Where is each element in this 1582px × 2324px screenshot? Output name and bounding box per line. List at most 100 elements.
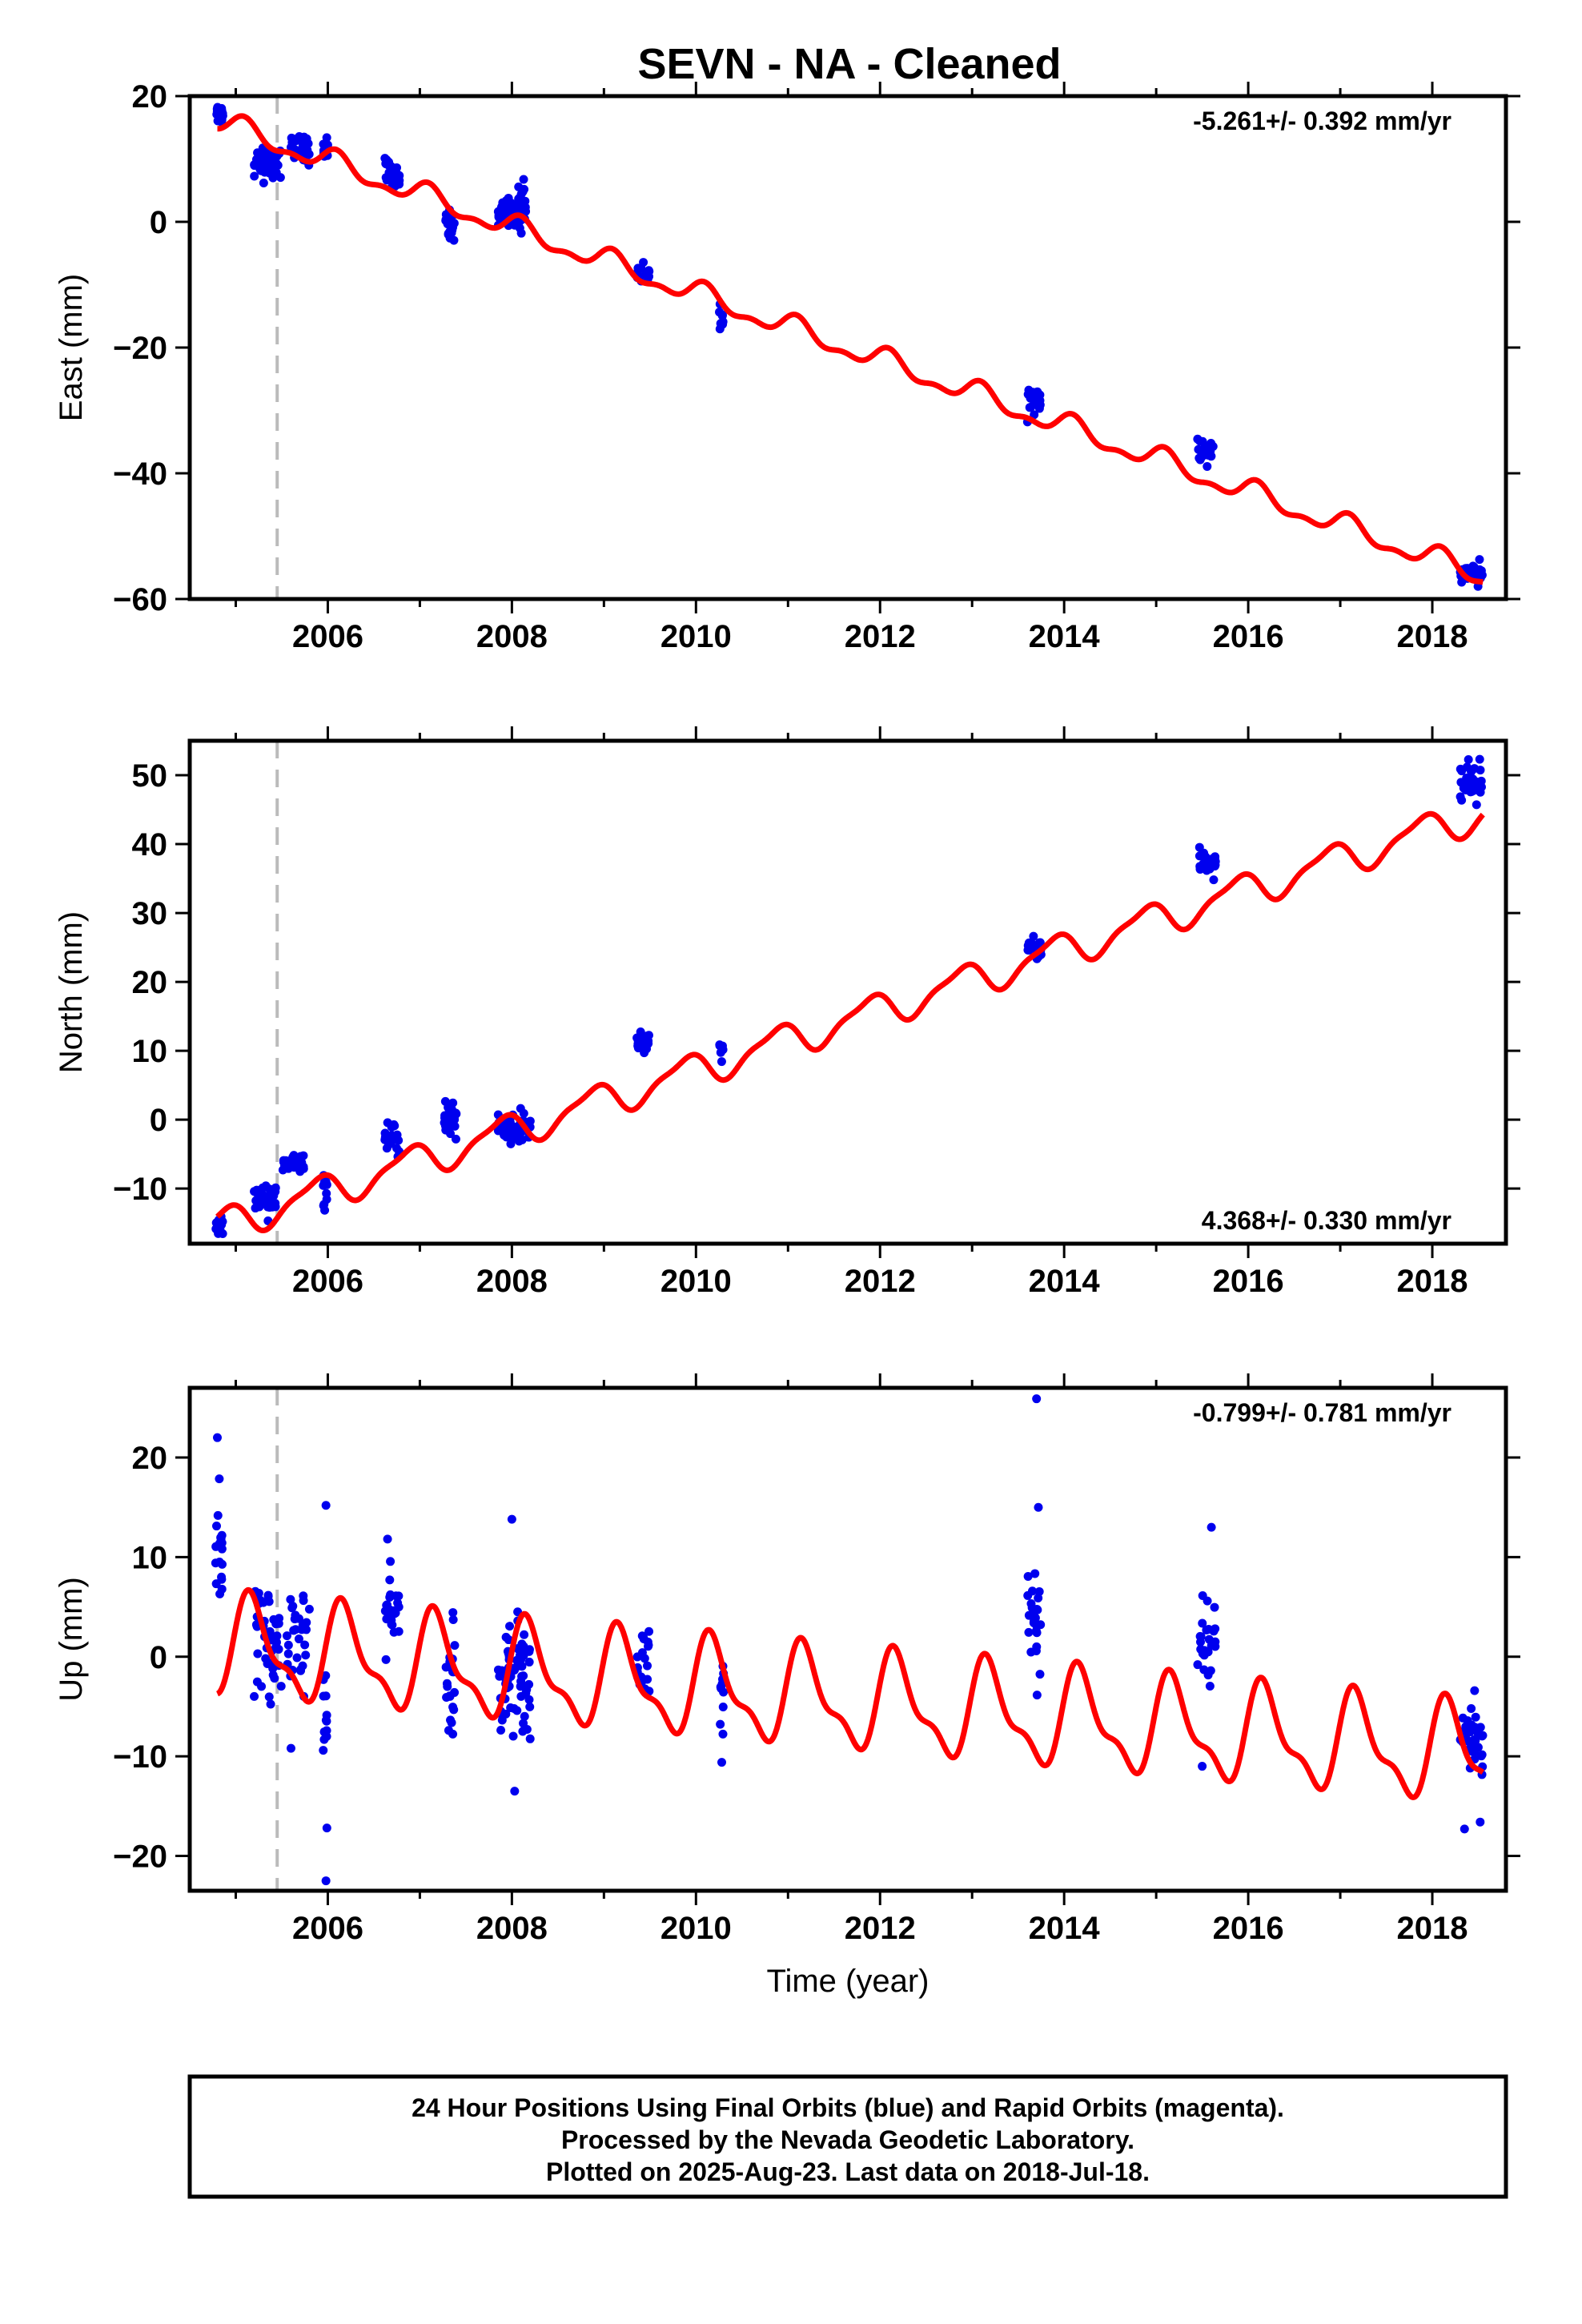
plot-area — [212, 96, 1487, 599]
x-tick-label: 2008 — [476, 1264, 548, 1299]
x-tick-label: 2012 — [845, 1264, 916, 1299]
data-point — [525, 1734, 535, 1743]
data-point — [499, 1123, 508, 1132]
data-point — [717, 1041, 727, 1051]
data-point — [644, 1640, 653, 1650]
data-point — [1458, 1713, 1468, 1723]
data-point — [275, 1614, 284, 1623]
data-point — [716, 1719, 725, 1729]
data-point — [283, 1640, 293, 1650]
data-point — [253, 155, 263, 165]
data-point — [211, 1579, 221, 1589]
data-point — [514, 1136, 524, 1146]
data-point — [271, 1636, 280, 1646]
x-tick-label: 2008 — [476, 619, 548, 654]
data-point — [496, 1725, 506, 1735]
data-point — [450, 1641, 460, 1651]
data-point — [212, 1522, 222, 1531]
data-point — [501, 1632, 511, 1642]
data-point — [440, 1118, 449, 1128]
data-point — [387, 1615, 396, 1625]
data-point — [260, 1192, 270, 1202]
data-point — [386, 1557, 396, 1566]
outlier-point — [510, 1787, 520, 1796]
data-point — [394, 1602, 404, 1612]
data-point — [642, 1661, 652, 1671]
y-tick-label: −20 — [113, 331, 167, 366]
data-point — [271, 1202, 280, 1212]
data-point — [448, 1615, 458, 1625]
outlier-point — [1476, 1817, 1485, 1827]
data-point — [1198, 1618, 1207, 1628]
data-point — [301, 1651, 311, 1660]
y-tick-label: 20 — [132, 1441, 168, 1476]
data-point — [1035, 938, 1045, 947]
outlier-point — [1034, 1502, 1043, 1512]
data-point — [288, 1602, 298, 1611]
data-point — [525, 1702, 535, 1711]
y-axis-label: Up (mm) — [54, 1577, 89, 1702]
data-point — [1035, 396, 1045, 405]
data-point — [1029, 931, 1038, 941]
data-point — [445, 233, 455, 243]
data-point — [505, 1622, 515, 1631]
data-point — [512, 1124, 521, 1133]
data-point — [1464, 1726, 1473, 1735]
data-point — [213, 1510, 223, 1520]
data-point — [300, 1640, 310, 1650]
data-point — [520, 1711, 529, 1721]
data-point — [392, 1134, 402, 1144]
data-point — [214, 109, 223, 119]
data-point — [259, 164, 269, 174]
data-point — [268, 1671, 278, 1680]
outlier-point — [507, 1514, 516, 1524]
data-point — [1195, 455, 1205, 464]
data-point — [391, 1591, 401, 1601]
data-point — [255, 1202, 264, 1212]
x-tick-label: 2014 — [1029, 1911, 1101, 1946]
data-point — [279, 1156, 288, 1165]
data-point — [1032, 1691, 1042, 1700]
x-tick-label: 2010 — [661, 1264, 732, 1299]
y-tick-label: −10 — [113, 1739, 167, 1775]
data-point — [215, 1474, 224, 1484]
data-point — [299, 1591, 308, 1601]
outlier-point — [322, 1823, 331, 1833]
y-tick-label: 0 — [150, 1640, 167, 1675]
data-point — [322, 1711, 331, 1720]
data-point — [321, 1671, 331, 1680]
outlier-point — [1198, 1762, 1207, 1771]
data-point — [1023, 1571, 1033, 1581]
data-point — [286, 1594, 295, 1604]
data-point — [289, 1151, 299, 1160]
data-point — [718, 1729, 728, 1739]
data-point — [271, 1642, 281, 1652]
data-point — [1195, 842, 1204, 852]
data-point — [381, 159, 391, 169]
data-point — [294, 1614, 303, 1623]
data-point — [267, 1188, 277, 1198]
data-point — [321, 1176, 331, 1186]
x-tick-label: 2018 — [1397, 619, 1468, 654]
data-point — [297, 1625, 307, 1634]
data-point — [442, 1692, 452, 1702]
data-point — [1203, 461, 1212, 471]
data-point — [271, 171, 281, 180]
data-point — [524, 1645, 534, 1655]
data-point — [1476, 1751, 1486, 1761]
footer-box: 24 Hour Positions Using Final Orbits (bl… — [187, 2074, 1508, 2199]
footer-line-2: Processed by the Nevada Geodetic Laborat… — [561, 2125, 1134, 2154]
data-point — [217, 1584, 227, 1594]
data-point — [319, 1746, 328, 1755]
data-point — [442, 1679, 452, 1688]
y-tick-label: 10 — [132, 1034, 168, 1069]
data-point — [383, 1608, 392, 1618]
plot-frame — [187, 738, 1508, 1246]
data-point — [514, 182, 524, 191]
x-tick-label: 2014 — [1029, 619, 1101, 654]
data-point — [1472, 800, 1481, 810]
data-point — [521, 1688, 531, 1698]
outlier-point — [717, 1758, 726, 1767]
data-point — [319, 1200, 329, 1209]
data-point — [1198, 436, 1207, 446]
